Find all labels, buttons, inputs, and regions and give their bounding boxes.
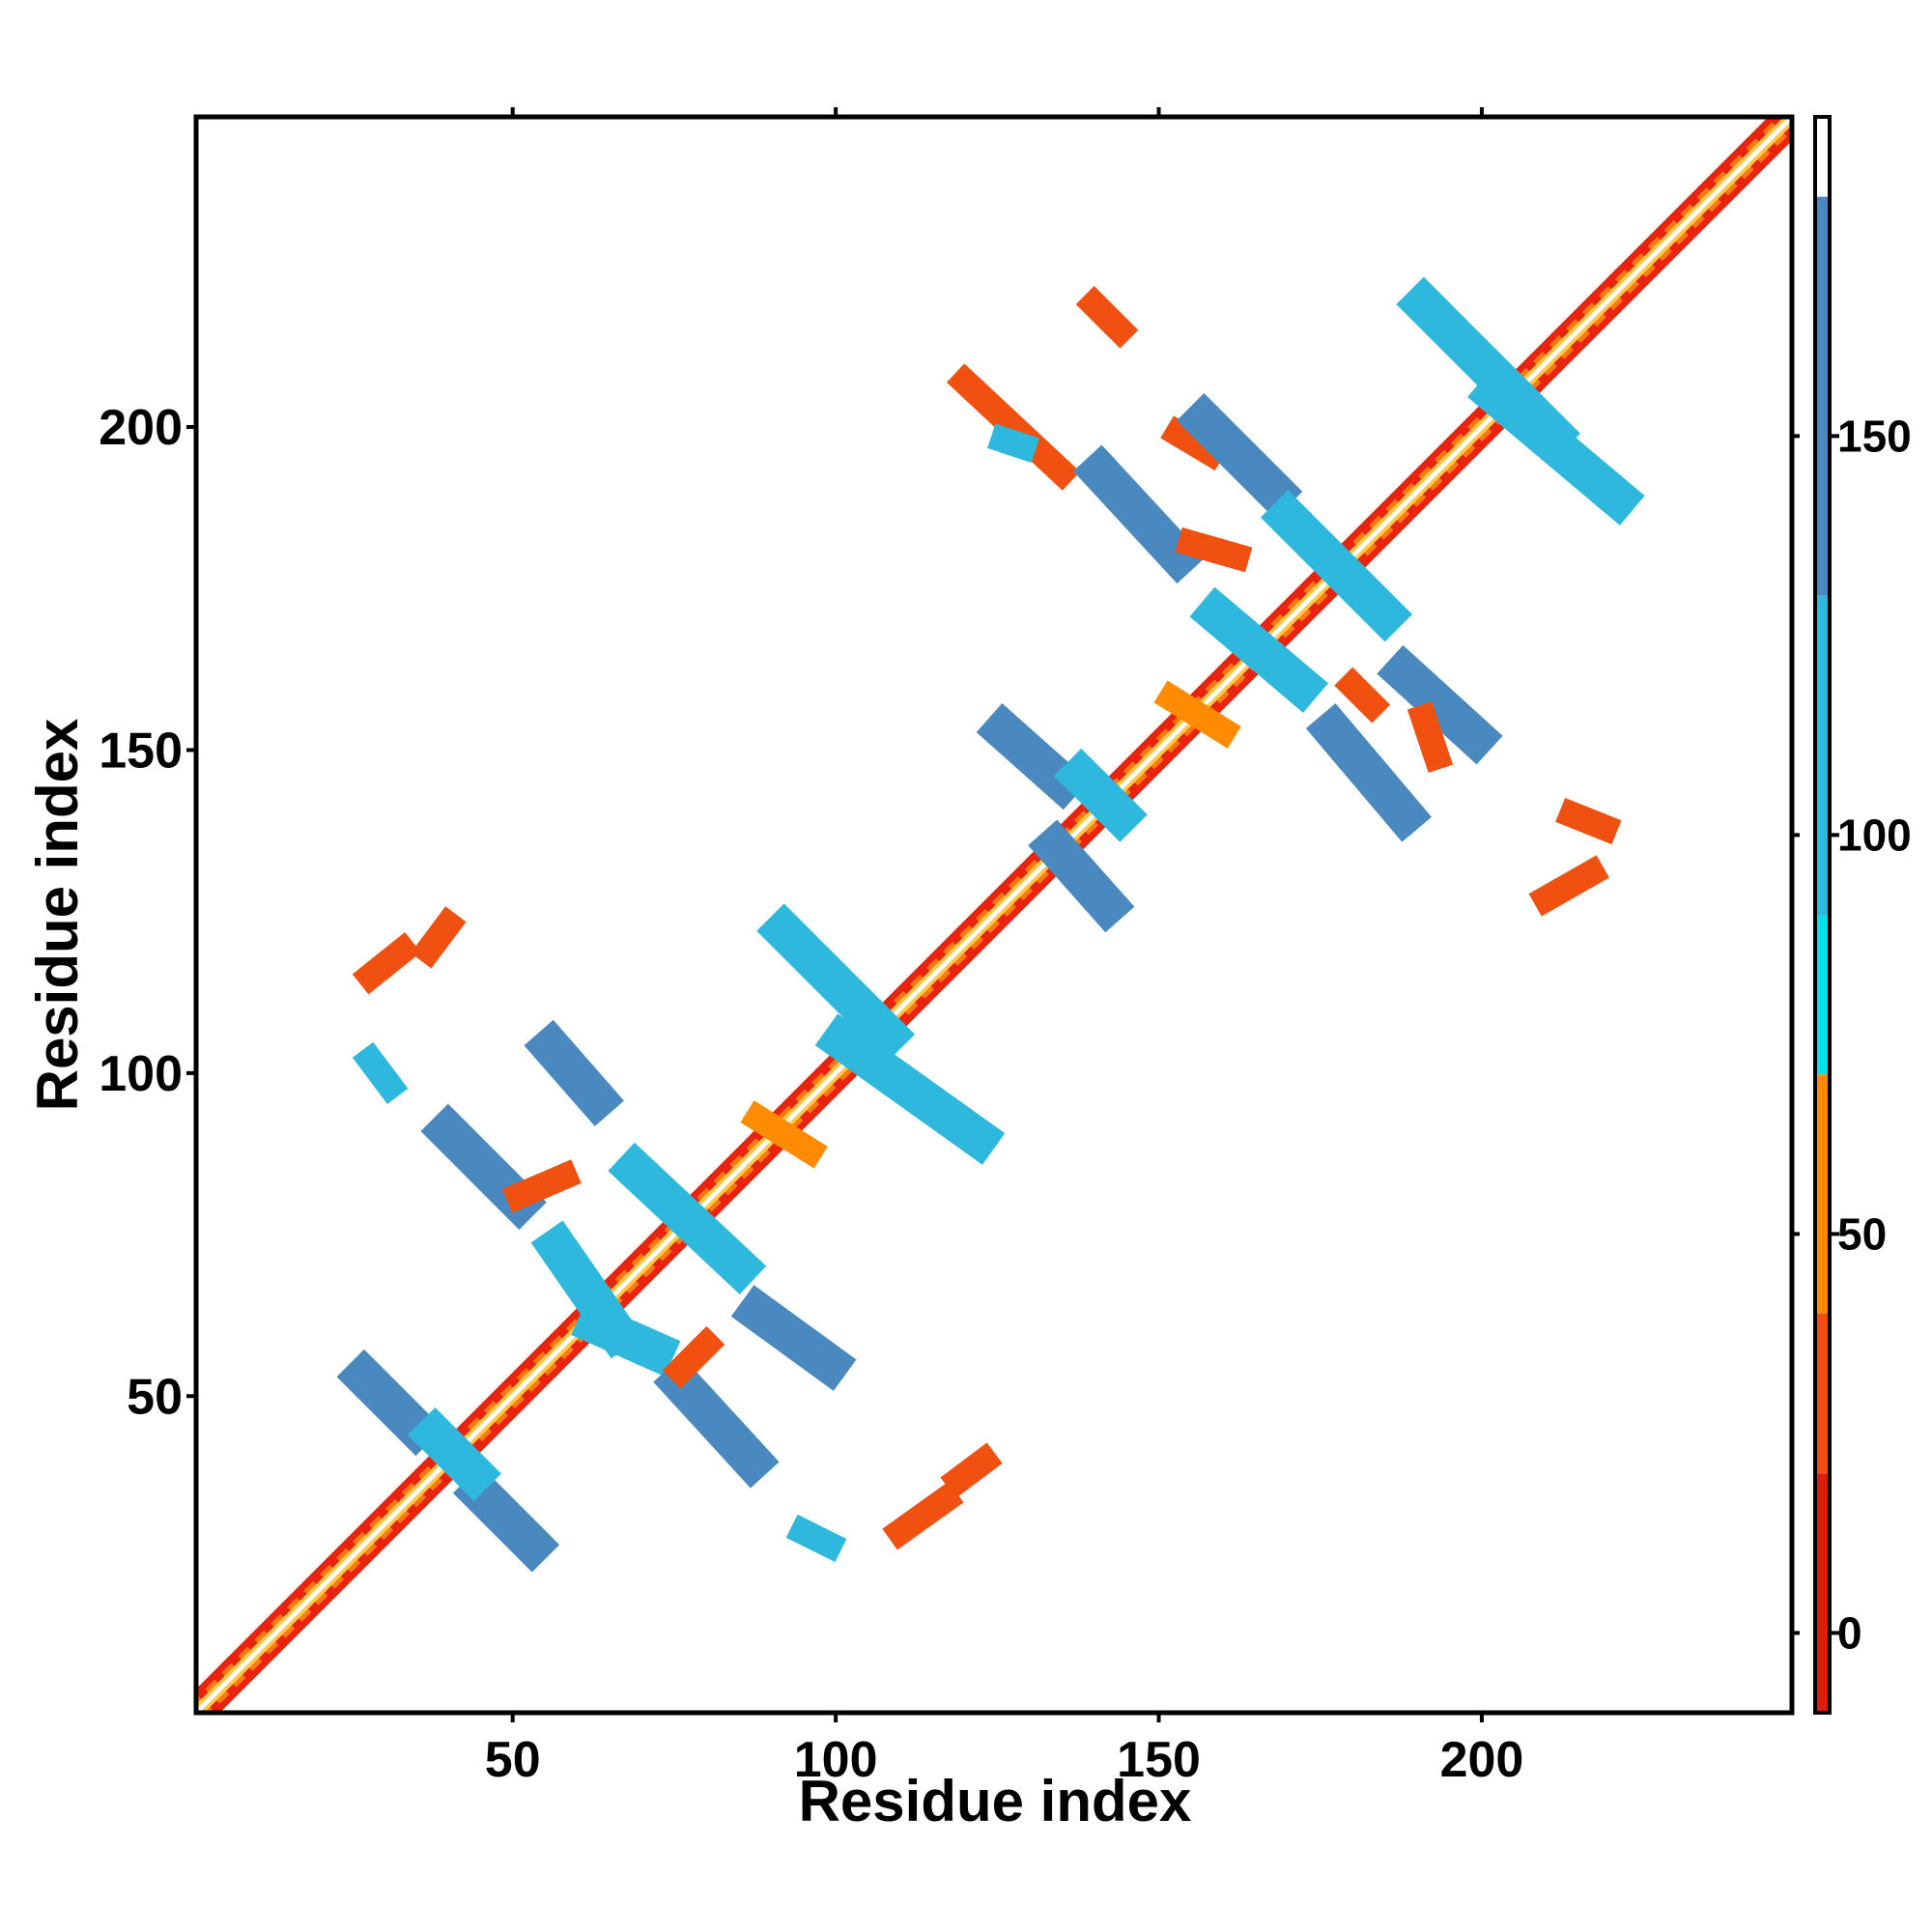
plot-frame [193,114,1795,1716]
contact-feature [336,1349,443,1457]
colorbar-tick-label: 100 [1837,810,1912,860]
colorbar-segment [1815,1074,1830,1314]
contact-feature [1377,644,1503,765]
contact-feature [940,1442,1003,1498]
contact-feature [1073,444,1206,584]
contact-feature [524,1019,624,1126]
colorbar-ticks: 0 50 100 150 [1792,411,1912,1658]
contact-feature [785,1514,847,1563]
contact-feature [1555,797,1622,845]
contact-feature [987,423,1040,464]
contact-feature [352,1041,409,1104]
contact-feature [814,1013,1006,1165]
contact-feature [1153,680,1241,749]
y-tick-label: 150 [99,723,183,779]
contact-feature [1305,703,1432,842]
x-tick-label: 150 [1117,1732,1201,1788]
colorbar-frame [1813,115,1832,1715]
colorbar-segment [1815,1473,1830,1713]
contact-feature [608,1142,767,1294]
contact-feature [1160,415,1229,471]
contact-feature [1075,286,1139,349]
x-tick-label: 200 [1440,1732,1524,1788]
colorbar-segment [1815,1314,1830,1474]
contact-feature [1028,819,1135,933]
contact-feature [882,1481,964,1550]
colorbar-segment [1815,915,1830,1075]
colorbar-segment [1815,196,1830,596]
colorbar-tick-label: 0 [1837,1607,1862,1658]
colorbar-tick-label: 150 [1837,411,1912,461]
contact-feature [1406,701,1454,774]
contact-feature [452,1465,560,1573]
y-tick-label: 200 [99,400,183,456]
y-axis-ticks: 50 100 150 200 [99,400,196,1425]
contact-feature [740,1100,828,1169]
contact-feature [571,1299,681,1377]
y-tick-label: 50 [127,1369,183,1425]
contact-feature [946,363,1081,491]
contact-feature [1053,748,1148,842]
plot-area [196,117,1792,1713]
contact-feature [730,1285,857,1391]
y-axis-title: Residue index [25,719,90,1112]
contact-feature [1467,367,1645,526]
colorbar-segment [1815,595,1830,915]
contact-feature [1175,526,1253,573]
x-tick-label: 100 [794,1732,878,1788]
colorbar-segment [1815,117,1830,197]
contact-feature [1189,586,1328,713]
colorbar-segments [1815,117,1830,1713]
contact-feature [411,906,467,969]
x-axis-title: Residue index [799,1769,1192,1833]
contact-feature [653,1355,780,1489]
x-tick-label: 50 [485,1732,541,1788]
contact-feature [501,1159,582,1213]
colorbar-tick-label: 50 [1837,1208,1887,1259]
contact-feature [1334,667,1391,724]
contact-feature [352,931,421,995]
contact-feature [976,703,1090,810]
contact-feature [1176,392,1303,520]
contact-feature [1528,855,1609,917]
contact-feature [1260,490,1413,642]
x-axis-ticks: 50 100 150 200 [485,107,1524,1788]
y-tick-label: 100 [99,1046,183,1102]
contact-feature [408,1407,501,1501]
colorbar: 0 50 100 150 [1792,115,1912,1715]
contact-features [336,276,1645,1573]
contact-feature [662,1325,725,1389]
contact-feature [756,903,916,1063]
